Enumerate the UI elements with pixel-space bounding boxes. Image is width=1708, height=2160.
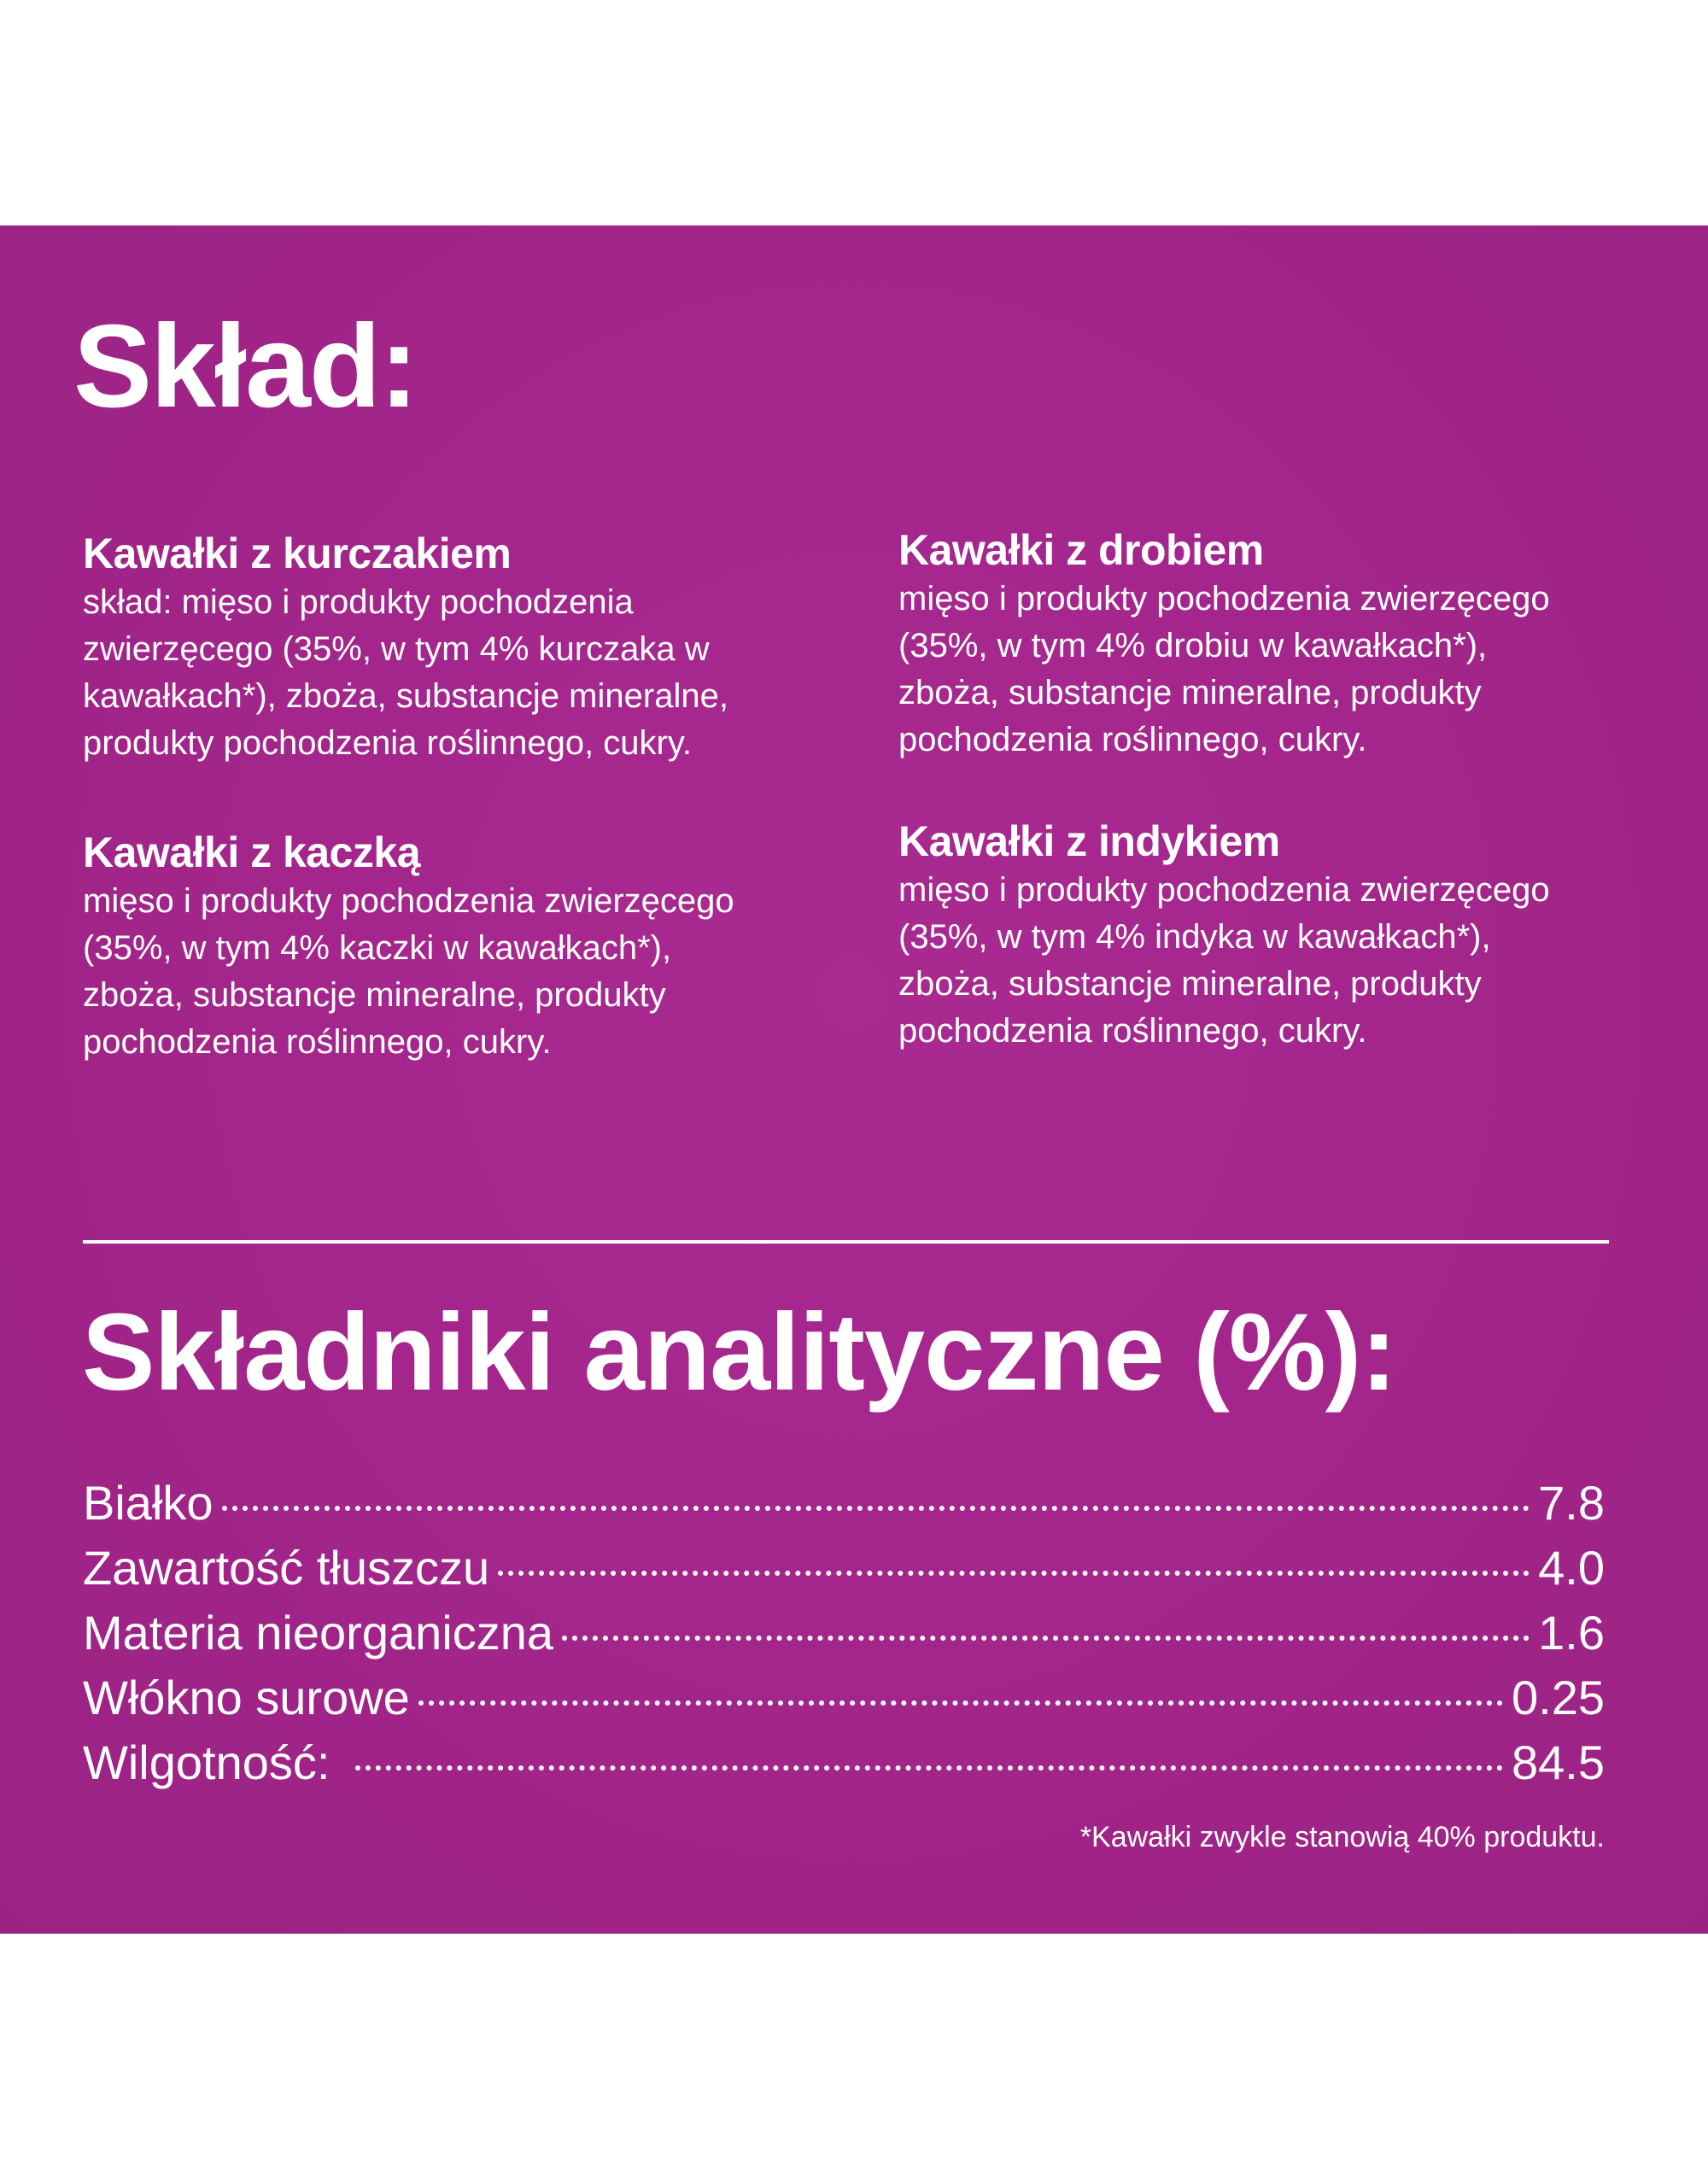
section-text-line: zwierzęcego (35%, w tym 4% kurczaka w (83, 630, 710, 668)
footnote: *Kawałki zwykle stanowią 40% produktu. (1079, 1821, 1605, 1853)
divider (83, 1240, 1609, 1244)
section-text-line: (35%, w tym 4% drobiu w kawałkach*), (898, 627, 1488, 664)
section-text-line: pochodzenia roślinnego, cukry. (83, 1023, 552, 1061)
row-value: 84.5 (1512, 1736, 1605, 1789)
section-text-line: zboża, substancje mineralne, produkty (898, 965, 1482, 1003)
section-heading: Kawałki z kaczką (83, 828, 421, 876)
row-label: Wilgotność: (83, 1736, 330, 1789)
analytics-table: Białko 7.8 Zawartość tłuszczu 4.0 Materi… (83, 1471, 1605, 1795)
section-heading: Kawałki z kurczakiem (83, 530, 512, 577)
section-text-line: (35%, w tym 4% kaczki w kawałkach*), (83, 929, 672, 967)
dot-leader (221, 1506, 1530, 1511)
row-label: Materia nieorganiczna (83, 1606, 553, 1660)
section-text-line: mięso i produkty pochodzenia zwierzęcego (898, 871, 1550, 909)
section-text-line: mięso i produkty pochodzenia zwierzęcego (898, 580, 1550, 618)
analytics-row: Wilgotność: 84.5 (83, 1730, 1605, 1795)
section-heading: Kawałki z drobiem (898, 526, 1264, 574)
section-heading: Kawałki z indykiem (898, 817, 1280, 865)
purple-panel (0, 225, 1708, 1934)
section-text-line: kawałkach*), zboża, substancje mineralne… (83, 677, 728, 715)
dot-leader (418, 1700, 1503, 1706)
row-label: Włókno surowe (83, 1671, 410, 1724)
section-turkey: Kawałki z indykiem mięso i produkty poch… (898, 816, 1667, 1055)
analytics-title: Składniki analityczne (%): (82, 1291, 1397, 1414)
dot-leader (355, 1765, 1503, 1771)
row-value: 7.8 (1538, 1476, 1605, 1530)
section-text-line: zboża, substancje mineralne, produkty (83, 976, 666, 1014)
analytics-row: Białko 7.8 (83, 1471, 1605, 1536)
analytics-row: Materia nieorganiczna 1.6 (83, 1601, 1605, 1665)
section-text-line: skład: mięso i produkty pochodzenia (83, 583, 634, 621)
analytics-row: Włókno surowe 0.25 (83, 1665, 1605, 1730)
row-value: 1.6 (1538, 1606, 1605, 1660)
row-label: Zawartość tłuszczu (83, 1541, 490, 1595)
section-text-line: pochodzenia roślinnego, cukry. (898, 721, 1367, 758)
section-poultry: Kawałki z drobiem mięso i produkty pocho… (898, 524, 1667, 764)
section-text-line: (35%, w tym 4% indyka w kawałkach*), (898, 918, 1491, 956)
section-text-line: mięso i produkty pochodzenia zwierzęcego (83, 882, 734, 920)
row-value: 4.0 (1538, 1541, 1605, 1595)
section-text-line: produkty pochodzenia roślinnego, cukry. (83, 724, 693, 762)
row-label: Białko (83, 1476, 214, 1530)
row-value: 0.25 (1512, 1671, 1605, 1724)
section-chicken: Kawałki z kurczakiem skład: mięso i prod… (83, 528, 851, 767)
dot-leader (498, 1571, 1530, 1576)
dot-leader (561, 1636, 1530, 1641)
section-text-line: zboża, substancje mineralne, produkty (898, 674, 1482, 711)
section-duck: Kawałki z kaczką mięso i produkty pochod… (83, 827, 851, 1066)
section-text-line: pochodzenia roślinnego, cukry. (898, 1012, 1367, 1050)
analytics-row: Zawartość tłuszczu 4.0 (83, 1536, 1605, 1601)
composition-title: Skład: (73, 301, 418, 432)
